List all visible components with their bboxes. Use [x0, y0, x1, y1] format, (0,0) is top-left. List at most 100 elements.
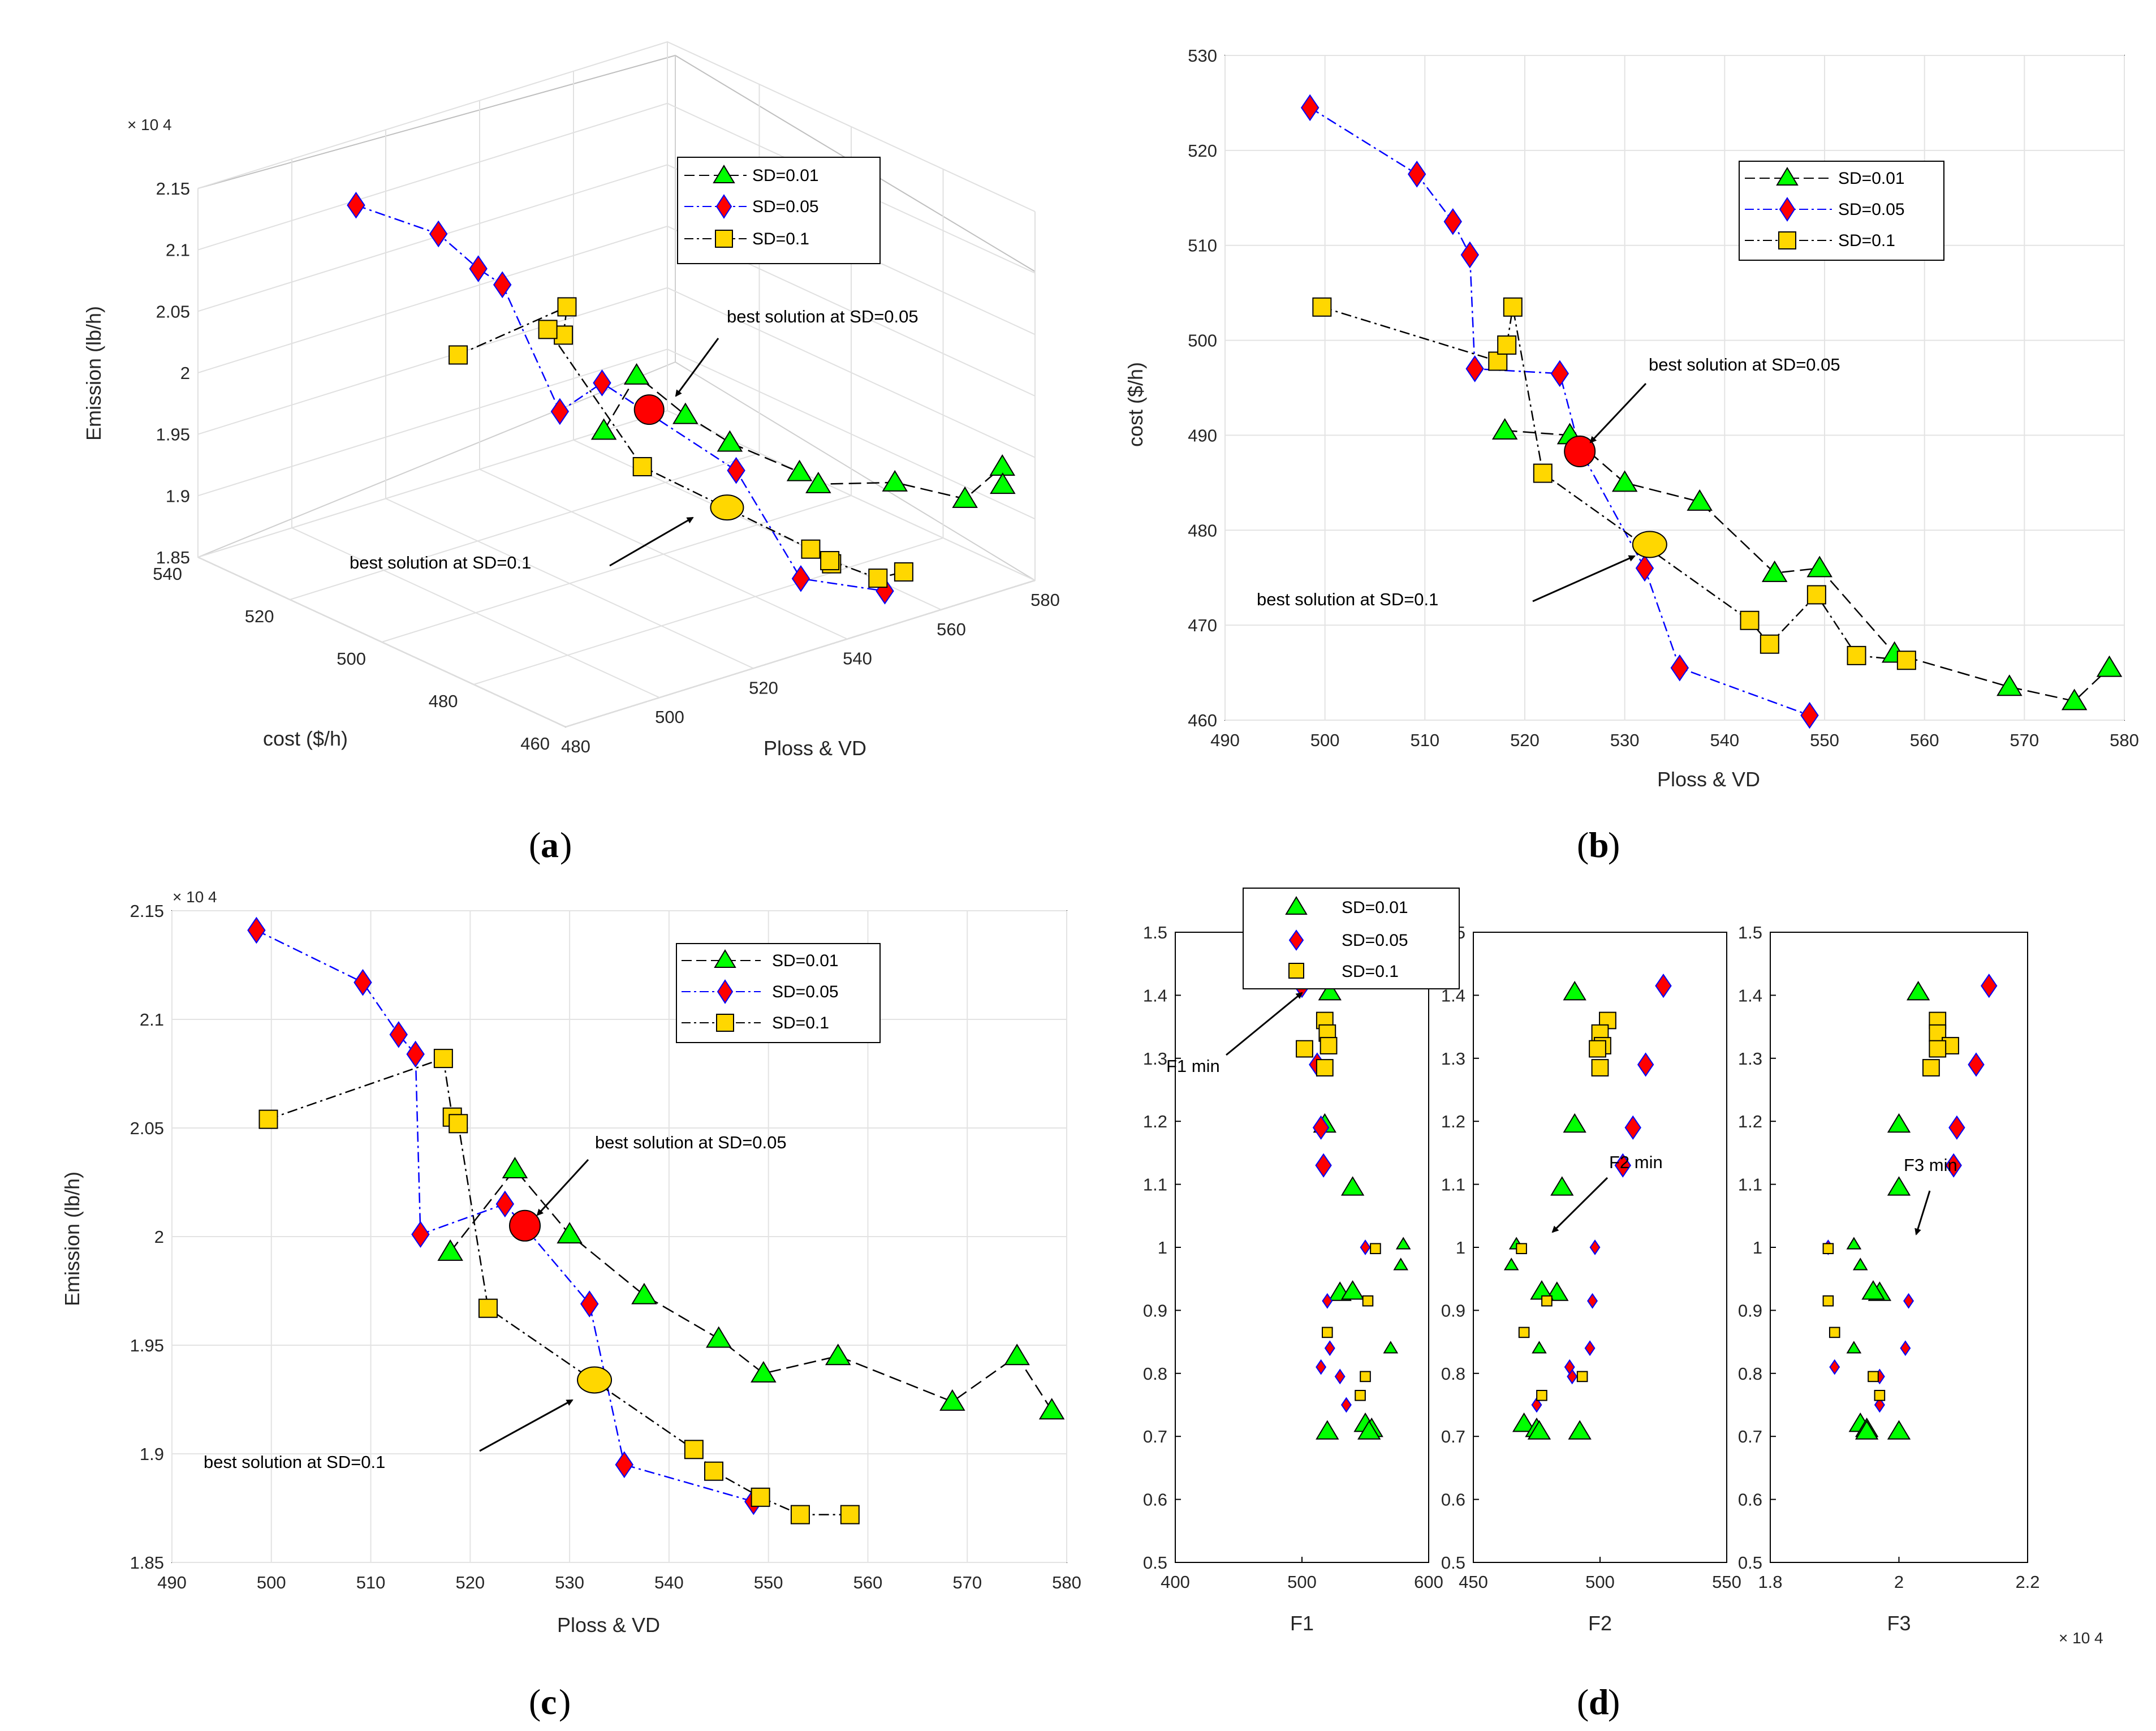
y-tick-label: 0.9 — [1441, 1301, 1465, 1320]
data-point — [1362, 1295, 1374, 1307]
svg-text:): ) — [1608, 825, 1620, 865]
chart-a-xlabel: Ploss & VD — [764, 737, 866, 760]
y-tick-label: 0.5 — [1738, 1553, 1762, 1573]
data-point — [894, 562, 913, 582]
chart-a-grid — [197, 41, 1036, 727]
data-point — [389, 1021, 408, 1048]
chart-b-annotation-best005: best solution at SD=0.05 — [1649, 355, 1840, 374]
data-point — [1922, 1059, 1940, 1077]
data-point — [1861, 1280, 1885, 1300]
z-tick-label: 2 — [180, 363, 190, 383]
data-point — [493, 271, 512, 299]
data-point — [429, 220, 448, 248]
data-point — [1589, 1239, 1601, 1255]
data-point — [353, 968, 372, 996]
x-tick-label: 550 — [754, 1573, 783, 1592]
data-point — [1670, 654, 1689, 682]
legend-c-sd001: SD=0.01 — [772, 951, 839, 970]
y-tick-label: 1.85 — [130, 1553, 164, 1573]
y-tick-label: 1.2 — [1738, 1112, 1762, 1131]
chart-d-annotation-f3: F3 min — [1904, 1155, 1957, 1175]
data-point — [1497, 335, 1517, 355]
chart-d: 0.5 0.6 0.7 0.8 0.9 1 1.1 1.2 1.3 1.4 1.5 400 500 600… — [1143, 888, 2103, 1647]
legend-d-square — [1288, 963, 1304, 979]
chart-d-f3-exponent: × 10 4 — [2059, 1629, 2103, 1647]
data-point — [1334, 1368, 1346, 1385]
y-tick-label: 1.1 — [1441, 1175, 1465, 1195]
y-tick-label: 460 — [1188, 711, 1217, 730]
data-point — [1568, 1420, 1592, 1440]
data-point — [1532, 1341, 1547, 1354]
svg-text:): ) — [1608, 1682, 1620, 1722]
data-point — [1550, 1176, 1574, 1196]
data-point — [1806, 585, 1826, 605]
svg-text:(: ( — [1577, 1682, 1589, 1722]
data-point — [1340, 1397, 1352, 1413]
chart-a-series — [347, 191, 1016, 605]
y-tick-label: 460 — [520, 734, 550, 753]
data-point — [1846, 1341, 1862, 1354]
data-point — [1868, 1371, 1879, 1383]
y-tick-label: 2.05 — [130, 1118, 164, 1138]
z-tick-label: 1.85 — [156, 548, 190, 567]
y-tick-label: 0.9 — [1143, 1301, 1167, 1320]
y-tick-label: 0.7 — [1738, 1427, 1762, 1446]
chart-a-annotation-best01: best solution at SD=0.1 — [350, 553, 531, 572]
chart-d-legend: SD=0.01 SD=0.05 SD=0.1 — [1243, 888, 1460, 989]
data-point — [1624, 1115, 1641, 1140]
data-point — [1563, 1113, 1586, 1133]
data-point — [1614, 1153, 1632, 1178]
chart-c-ylabel: Emission (lb/h) — [61, 1172, 84, 1306]
x-tick-label: 560 — [1910, 730, 1939, 750]
x-tick-label: 570 — [952, 1573, 982, 1592]
data-point — [1443, 208, 1463, 235]
data-point — [1536, 1389, 1547, 1401]
best-solution-point — [710, 494, 744, 521]
panel-label-c-text: c — [541, 1682, 557, 1722]
chart-b-annotation-best01: best solution at SD=0.1 — [1257, 589, 1438, 609]
data-point — [469, 255, 488, 282]
data-point — [1460, 241, 1480, 269]
legend-d-sd005: SD=0.05 — [1342, 931, 1408, 950]
data-point — [433, 1049, 453, 1069]
data-point — [538, 320, 558, 339]
data-point — [801, 539, 821, 559]
data-point — [347, 191, 365, 219]
y-tick-label: 0.6 — [1441, 1490, 1465, 1510]
y-tick-label: 0.6 — [1143, 1490, 1167, 1510]
data-point — [1531, 1397, 1542, 1413]
svg-text:(: ( — [529, 825, 541, 865]
data-point — [1296, 1040, 1313, 1058]
data-point — [1655, 974, 1672, 998]
data-point — [1945, 1153, 1962, 1178]
data-point — [727, 457, 745, 484]
x-tick-label: 520 — [749, 678, 778, 697]
panel-label-d-text: d — [1589, 1682, 1609, 1722]
data-point — [1855, 1420, 1879, 1440]
legend-b-triangle — [1776, 167, 1799, 186]
chart-a-ylabel: cost ($/h) — [263, 727, 348, 750]
y-tick-label: 530 — [1188, 46, 1217, 66]
data-point — [1322, 1293, 1333, 1309]
x-tick-label: 520 — [1510, 730, 1540, 750]
data-point — [1541, 1295, 1553, 1307]
y-tick-label: 520 — [1188, 141, 1217, 161]
data-point — [1874, 1397, 1885, 1413]
legend-b-sd005: SD=0.05 — [1838, 200, 1905, 219]
y-tick-label: 540 — [153, 564, 182, 584]
subplot-frame — [1175, 932, 1429, 1563]
chart-b-series — [1300, 94, 2123, 729]
chart-c-annotation-best01: best solution at SD=0.1 — [204, 1452, 385, 1472]
z-tick-label: 2.1 — [166, 240, 190, 260]
x-tick-label: 600 — [1414, 1572, 1443, 1592]
data-point — [631, 1282, 657, 1304]
x-tick-label: 560 — [853, 1573, 883, 1592]
y-tick-label: 1.2 — [1143, 1112, 1167, 1131]
x-tick-label: 550 — [1810, 730, 1839, 750]
data-point — [1800, 701, 1819, 729]
x-axis-label: F3 — [1887, 1612, 1911, 1635]
y-tick-label: 0.8 — [1441, 1364, 1465, 1384]
legend-c-sd005: SD=0.05 — [772, 983, 839, 1001]
y-tick-label: 2 — [154, 1227, 164, 1247]
